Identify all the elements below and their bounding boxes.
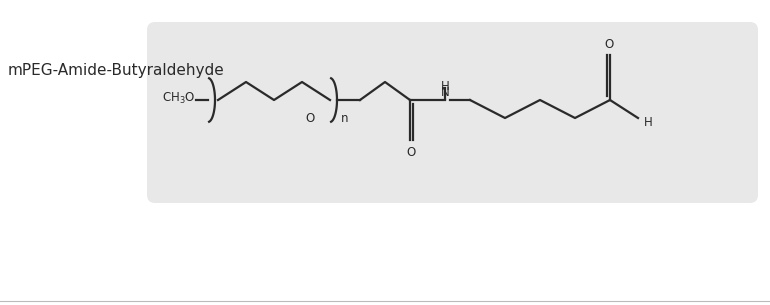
Text: n: n — [341, 112, 349, 124]
Text: N: N — [440, 86, 450, 99]
FancyBboxPatch shape — [147, 22, 758, 203]
Text: H: H — [644, 116, 652, 128]
Text: O: O — [306, 112, 315, 124]
Text: O: O — [604, 38, 614, 51]
Text: O: O — [407, 145, 416, 159]
Text: H: H — [440, 80, 450, 92]
Text: CH$_3$O: CH$_3$O — [162, 91, 195, 106]
Text: mPEG-Amide-Butyraldehyde: mPEG-Amide-Butyraldehyde — [8, 63, 225, 77]
